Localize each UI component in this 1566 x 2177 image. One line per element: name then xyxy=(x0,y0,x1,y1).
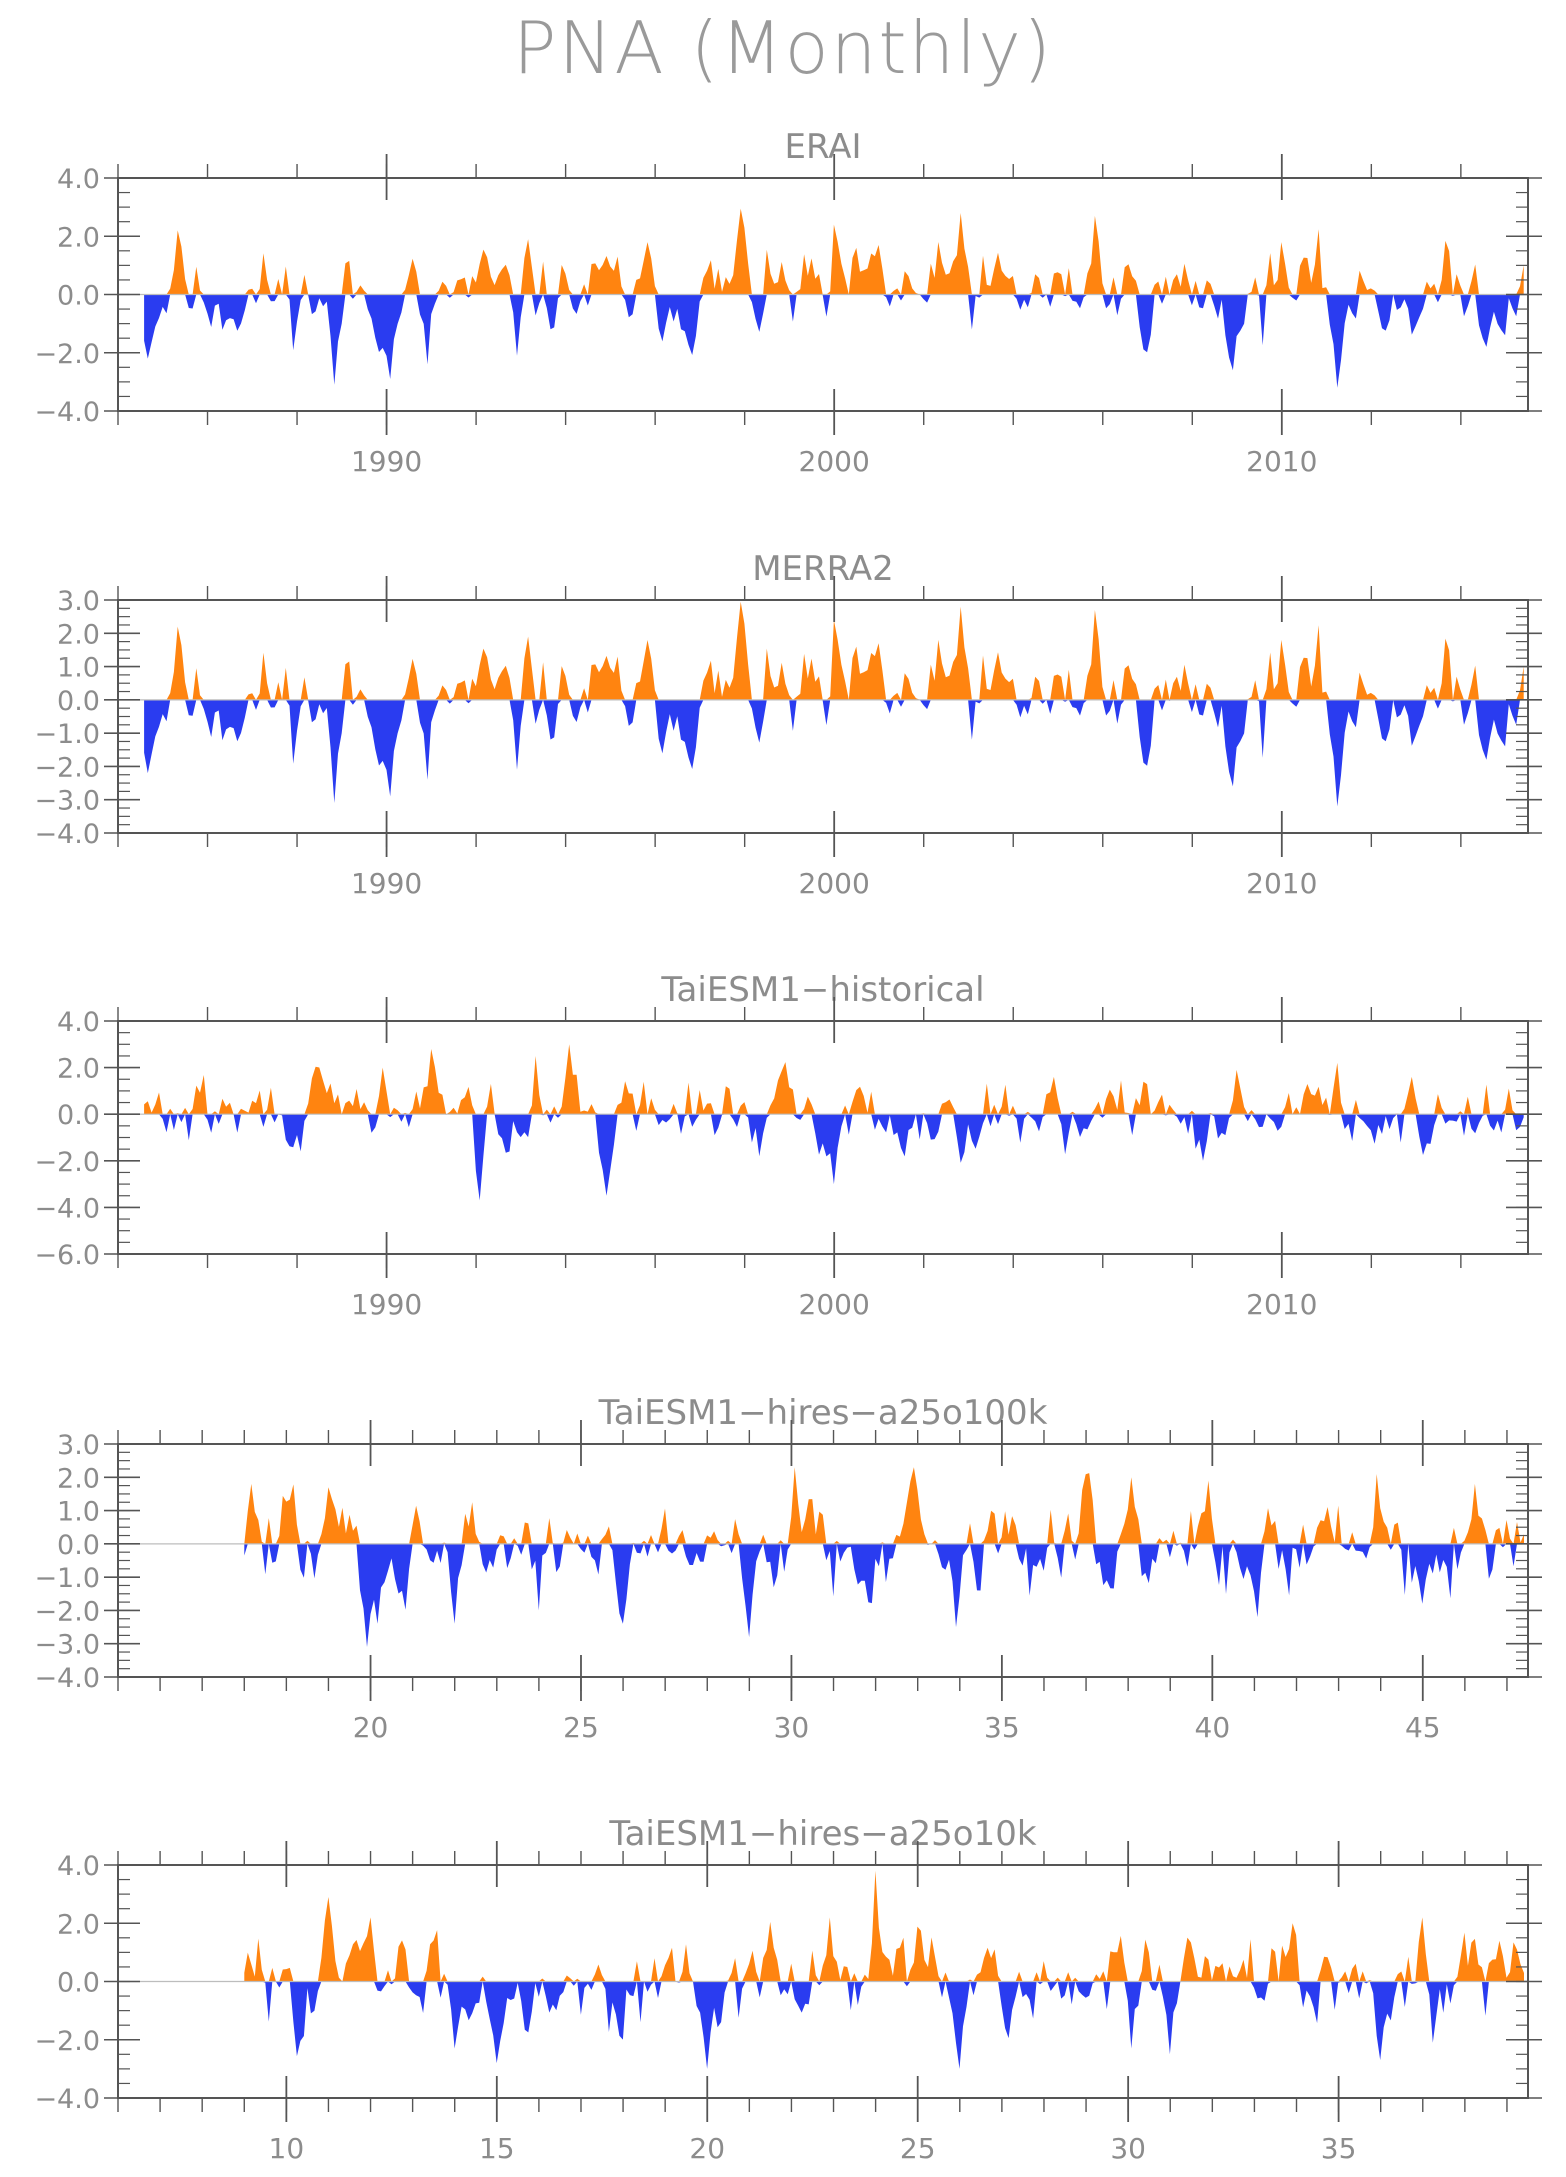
y-tick-label: 2.0 xyxy=(57,619,100,650)
y-tick-label: 4.0 xyxy=(57,1007,100,1038)
panel-5: TaiESM1−hires−a25o10k −4.0 −2.0 0.0 2.0 4.0 10… xyxy=(34,1814,1542,2165)
x-tick-label: 2010 xyxy=(1246,867,1317,900)
y-tick-label: −2.0 xyxy=(34,1147,100,1178)
y-tick-label: −4.0 xyxy=(34,1193,100,1224)
negative-anomaly-area xyxy=(244,1981,1524,2069)
panel-4: TaiESM1−hires−a25o100k −4.0−3.0−2.0−1.00.… xyxy=(34,1393,1542,1744)
positive-anomaly-area xyxy=(144,208,1524,295)
y-tick-label: 2.0 xyxy=(57,1909,100,1940)
y-tick-label: −6.0 xyxy=(34,1240,100,1271)
y-tick-label: −2.0 xyxy=(34,2026,100,2057)
y-tick-label: 0.0 xyxy=(57,1100,100,1131)
y-tick-label: −1.0 xyxy=(34,1563,100,1594)
x-tick-label: 1990 xyxy=(351,1288,422,1321)
x-tick-label: 20 xyxy=(689,2132,725,2165)
x-tick-label: 1990 xyxy=(351,445,422,478)
panel-3: TaiESM1−historical −6.0 −4.0 −2.0 0.0 2.0 4.0 1… xyxy=(34,970,1542,1321)
y-tick-label: −4.0 xyxy=(34,397,100,428)
y-tick-label: 1.0 xyxy=(57,1497,100,1528)
positive-anomaly-area xyxy=(244,1467,1524,1544)
y-tick-label: 4.0 xyxy=(57,164,100,195)
panel-title: TaiESM1−historical xyxy=(660,970,984,1010)
negative-anomaly-area xyxy=(144,1114,1524,1201)
figure-title: PNA (Monthly) xyxy=(513,6,1053,90)
y-tick-label: 0.0 xyxy=(57,281,100,312)
y-tick-label: 3.0 xyxy=(57,586,100,617)
x-tick-label: 30 xyxy=(774,1711,810,1744)
plot-frame xyxy=(117,1443,1529,1678)
x-tick-label: 20 xyxy=(353,1711,389,1744)
x-tick-label: 1990 xyxy=(351,867,422,900)
x-tick-label: 2010 xyxy=(1246,445,1317,478)
x-tick-label: 25 xyxy=(563,1711,599,1744)
x-tick-label: 40 xyxy=(1195,1711,1231,1744)
y-tick-label: −4.0 xyxy=(34,1663,100,1694)
panel-title: ERAI xyxy=(784,127,861,167)
panel-title: TaiESM1−hires−a25o10k xyxy=(608,1814,1036,1854)
negative-anomaly-area xyxy=(144,294,1524,388)
y-tick-label: −4.0 xyxy=(34,819,100,850)
x-tick-label: 15 xyxy=(479,2132,515,2165)
y-tick-label: 2.0 xyxy=(57,1463,100,1494)
y-tick-label: −2.0 xyxy=(34,752,100,783)
y-tick-label: 0.0 xyxy=(57,686,100,717)
panel-title: TaiESM1−hires−a25o100k xyxy=(598,1393,1048,1433)
y-tick-label: −1.0 xyxy=(34,719,100,750)
x-tick-label: 2000 xyxy=(799,445,870,478)
negative-anomaly-area xyxy=(144,699,1524,807)
negative-anomaly-area xyxy=(244,1543,1524,1647)
x-tick-label: 30 xyxy=(1110,2132,1146,2165)
y-tick-label: −3.0 xyxy=(34,786,100,817)
y-tick-label: 4.0 xyxy=(57,1851,100,1882)
panel-title: MERRA2 xyxy=(752,549,894,589)
y-tick-label: 3.0 xyxy=(57,1430,100,1461)
x-tick-label: 2000 xyxy=(799,1288,870,1321)
y-tick-label: 2.0 xyxy=(57,1054,100,1085)
x-tick-label: 35 xyxy=(1321,2132,1357,2165)
y-tick-label: −2.0 xyxy=(34,1596,100,1627)
positive-anomaly-area xyxy=(144,1044,1524,1115)
panel-1: ERAI −4.0 −2.0 0.0 2.0 4.0 1990 2000 2010 xyxy=(34,127,1542,478)
x-tick-label: 25 xyxy=(900,2132,936,2165)
positive-anomaly-area xyxy=(144,601,1524,700)
positive-anomaly-area xyxy=(244,1870,1524,1982)
x-tick-label: 10 xyxy=(269,2132,305,2165)
x-tick-label: 2000 xyxy=(799,867,870,900)
y-tick-label: −4.0 xyxy=(34,2084,100,2115)
x-tick-label: 45 xyxy=(1405,1711,1441,1744)
y-tick-label: 1.0 xyxy=(57,653,100,684)
y-tick-label: 2.0 xyxy=(57,222,100,253)
x-tick-label: 35 xyxy=(984,1711,1020,1744)
panel-2: MERRA2 −4.0−3.0−2.0−1.00.01.02.03.0 1990 20… xyxy=(34,549,1542,900)
y-tick-label: −2.0 xyxy=(34,339,100,370)
y-tick-label: −3.0 xyxy=(34,1630,100,1661)
y-tick-label: 0.0 xyxy=(57,1968,100,1999)
y-tick-label: 0.0 xyxy=(57,1530,100,1561)
x-tick-label: 2010 xyxy=(1246,1288,1317,1321)
